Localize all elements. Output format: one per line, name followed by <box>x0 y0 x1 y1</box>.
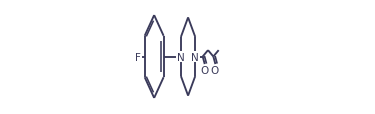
Text: O: O <box>200 66 208 76</box>
Text: F: F <box>135 52 141 62</box>
Text: O: O <box>211 66 219 76</box>
Text: N: N <box>191 52 199 62</box>
Text: N: N <box>177 52 185 62</box>
